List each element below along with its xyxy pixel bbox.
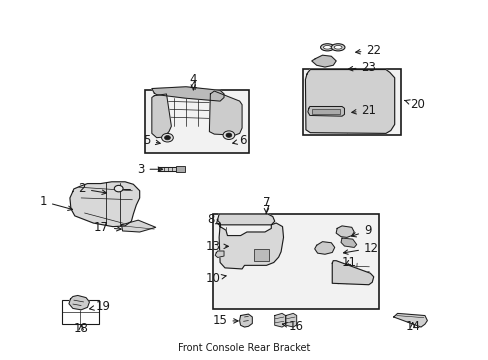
Text: 15: 15 [212, 314, 238, 328]
Text: 5: 5 [143, 134, 160, 147]
Text: 4: 4 [189, 80, 197, 93]
Ellipse shape [330, 44, 344, 51]
Polygon shape [216, 214, 274, 225]
Bar [311, 109, 339, 114]
Polygon shape [331, 261, 373, 285]
Text: 23: 23 [347, 60, 376, 73]
Polygon shape [209, 91, 242, 135]
Polygon shape [285, 314, 296, 327]
Polygon shape [314, 242, 334, 254]
Text: 20: 20 [404, 98, 424, 111]
Polygon shape [69, 296, 89, 310]
Bar [176, 166, 184, 172]
Text: 1: 1 [40, 195, 72, 211]
Circle shape [114, 185, 123, 192]
Polygon shape [70, 182, 140, 226]
Text: 6: 6 [232, 134, 246, 147]
Text: 3: 3 [137, 163, 162, 176]
Text: 7: 7 [262, 204, 270, 217]
Bar [212, 214, 378, 309]
Text: Front Console Rear Bracket: Front Console Rear Bracket [178, 343, 310, 353]
Polygon shape [152, 94, 171, 138]
Polygon shape [307, 107, 344, 116]
Text: 2: 2 [79, 183, 106, 195]
Text: 7: 7 [262, 197, 270, 210]
Bar [303, 69, 400, 135]
Polygon shape [274, 314, 285, 327]
Text: 19: 19 [89, 300, 111, 313]
Polygon shape [305, 69, 394, 134]
Circle shape [225, 133, 231, 137]
Bar [144, 90, 249, 153]
Text: 13: 13 [205, 240, 228, 253]
Bar [62, 300, 99, 324]
Polygon shape [311, 55, 335, 67]
Circle shape [161, 134, 173, 142]
Polygon shape [219, 223, 283, 269]
Polygon shape [393, 314, 427, 327]
Text: 17: 17 [94, 221, 121, 234]
Polygon shape [340, 238, 356, 247]
Polygon shape [122, 220, 156, 232]
Polygon shape [152, 87, 224, 101]
Text: 16: 16 [282, 320, 303, 333]
Circle shape [164, 135, 170, 140]
Text: 10: 10 [205, 272, 225, 285]
Ellipse shape [333, 45, 341, 49]
Bar [229, 241, 251, 253]
Bar [254, 249, 268, 261]
Polygon shape [158, 167, 180, 171]
Circle shape [223, 131, 234, 139]
Text: 21: 21 [351, 104, 376, 117]
Polygon shape [335, 226, 353, 237]
Text: 4: 4 [189, 73, 197, 86]
Text: 14: 14 [405, 320, 419, 333]
Ellipse shape [320, 44, 333, 51]
Text: 11: 11 [341, 256, 356, 269]
Text: 9: 9 [351, 224, 371, 238]
Text: 18: 18 [74, 322, 88, 335]
Polygon shape [239, 314, 252, 327]
Polygon shape [215, 251, 224, 257]
Text: 12: 12 [343, 242, 378, 255]
Ellipse shape [323, 45, 330, 49]
Text: 8: 8 [206, 213, 220, 226]
Text: 22: 22 [355, 44, 381, 57]
